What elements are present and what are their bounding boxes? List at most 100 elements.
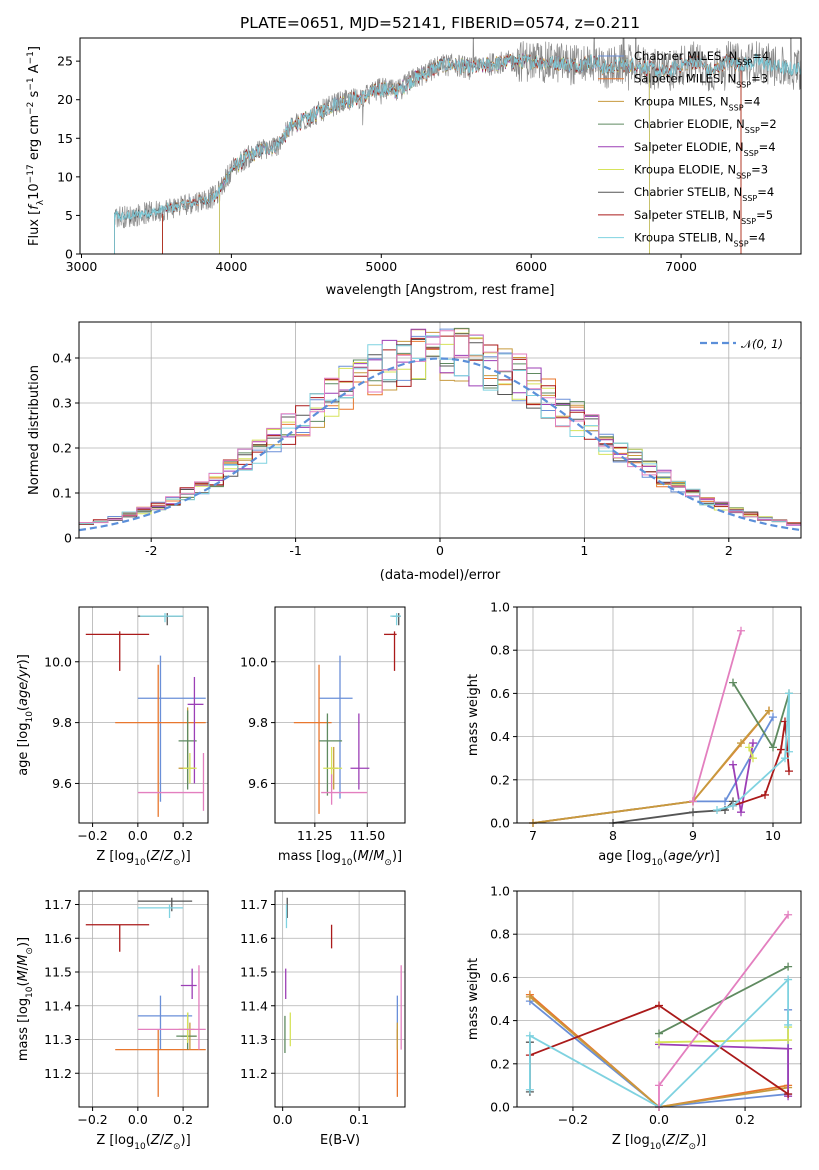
x-tick-label: 0.2 (173, 1112, 193, 1127)
label-part: Z [log (612, 1133, 650, 1148)
axes-mass_weight_vs_age: 7 8 9 10 0.0 0.2 0.4 0.6 0.8 1.0 (490, 600, 802, 843)
x-tick-label: 10 (765, 828, 781, 843)
y-tick-label: 0 (64, 531, 72, 546)
legend-label-part: SSP (736, 171, 751, 180)
label-part: 10 (134, 858, 146, 868)
mass-weight-line (532, 710, 770, 824)
mass-weight-point (525, 992, 534, 1001)
x-tick-label: 1 (580, 543, 588, 558)
y-tick-label: 10 (57, 169, 73, 184)
y-tick-label: 10.0 (240, 654, 268, 669)
model-spectrum-line (219, 53, 650, 254)
legend-label-part: Chabrier ELODIE, N (634, 117, 745, 131)
x-tick-label: −0.2 (558, 1112, 588, 1127)
y-tick-label: 0.0 (490, 816, 510, 831)
x-tick-label: 7 (529, 828, 537, 843)
mass-weight-point (785, 747, 793, 756)
label-part: / (369, 849, 374, 864)
label-part: Flux [ (27, 210, 42, 246)
x-tick-label: 7000 (665, 259, 697, 274)
label-part: 10 (341, 858, 353, 868)
label-part: 10 (651, 858, 663, 868)
label-part: 10 (25, 711, 35, 723)
x-tick-label: 2 (725, 543, 733, 558)
x-tick-label: 8 (609, 828, 617, 843)
mass-weight-point (769, 713, 777, 722)
label-part: f (27, 203, 42, 210)
label-part: erg cm (27, 115, 42, 164)
axes-frame (78, 606, 209, 824)
x-tick-label: 4000 (215, 259, 247, 274)
y-tick-label: 0.8 (490, 643, 510, 658)
mass-weight-point (777, 745, 785, 754)
label-part: )] (710, 849, 720, 864)
legend-label: Salpeter ELODIE, NSSP=4 (634, 140, 776, 158)
legend-label-part: Chabrier STELIB, N (634, 185, 742, 199)
mass-weight-point (729, 801, 737, 810)
spectrum-legend: Chabrier MILES, N SSP =4 Salpeter MILES, NS… (598, 49, 777, 248)
label-part: age/yr (668, 849, 711, 864)
legend-label-part: Kroupa ELODIE, N (634, 163, 736, 177)
y-axis-label: mass weight (466, 958, 481, 1040)
legend-label-part: SSP (744, 148, 759, 157)
legend-label: Salpeter MILES, NSSP=3 (634, 72, 768, 90)
y-tick-label: 5 (65, 208, 73, 223)
legend-label: Kroupa MILES, NSSP=4 (634, 94, 760, 112)
y-tick-label: 20 (57, 92, 73, 107)
mass-weight-point (784, 1090, 793, 1099)
chart-title: PLATE=0651, MJD=52141, FIBERID=0574, z=0… (240, 14, 640, 32)
y-tick-label: 0.4 (490, 1013, 510, 1028)
mass-weight-point (765, 706, 773, 715)
mass-weight-point (761, 790, 769, 799)
y-tick-label: 0.0 (490, 1100, 510, 1115)
label-part: ( (661, 1133, 666, 1148)
label-part: Z (150, 1133, 161, 1148)
mass-weight-point (655, 1001, 663, 1010)
mass-weight-point (784, 1020, 793, 1029)
label-part: −1 (26, 51, 36, 64)
label-part: M (358, 849, 369, 864)
label-part: −1 (26, 77, 36, 90)
x-axis-label: Z [log10(Z/Z⊙)] (96, 849, 190, 868)
legend-label-part: Kroupa MILES, N (634, 94, 729, 108)
mass-weight-point (729, 678, 737, 687)
label-part: ⊙ (173, 858, 181, 868)
x-tick-label: 0.0 (128, 828, 148, 843)
legend-label-part: =5 (756, 208, 773, 222)
y-tick-label: 11.5 (240, 965, 268, 980)
mass-weight-point (689, 808, 697, 817)
axes-frame (78, 321, 802, 539)
mass-weight-point (655, 1029, 663, 1038)
label-part: −17 (26, 164, 36, 183)
label-part: M (16, 955, 31, 966)
legend-label-part: Kroupa STELIB, N (634, 231, 734, 245)
legend-label-part: =4 (752, 49, 769, 63)
legend-label-part: Chabrier MILES, N (634, 49, 737, 63)
label-part: mass [log (16, 998, 31, 1061)
x-tick-label: 5000 (365, 259, 397, 274)
y-tick-label: 0.6 (490, 970, 510, 985)
legend-label: Chabrier STELIB, NSSP=4 (634, 185, 774, 203)
axes-frame (516, 606, 802, 824)
y-tick-label: 11.2 (44, 1066, 72, 1081)
mass-weight-point (749, 754, 757, 763)
mass-weight-line (732, 721, 790, 807)
label-part: Z (665, 1133, 676, 1148)
y-tick-label: 0.4 (490, 729, 510, 744)
x-axis-label: age [log10(age/yr)] (598, 849, 720, 868)
x-tick-label: −0.2 (77, 1112, 107, 1127)
mass-weight-point (737, 739, 745, 748)
label-part: 10 (25, 986, 35, 998)
legend-label: Chabrier ELODIE, NSSP=2 (634, 117, 777, 135)
axes-mass_weight_vs_Z: −0.2 0.0 0.2 0.0 0.2 0.4 0.6 0.8 1.0 (490, 884, 802, 1127)
x-tick-label: 0.0 (128, 1112, 148, 1127)
mass-weight-point (689, 797, 697, 806)
legend-label-normal: 𝒩(0, 1) (741, 337, 783, 351)
label-part: ( (16, 981, 31, 986)
legend-label-part: =3 (751, 163, 768, 177)
mass-weight-line (748, 747, 754, 759)
mass-weight-line (658, 1027, 789, 1044)
label-part: M (16, 970, 31, 981)
legend-label-part: Salpeter STELIB, N (634, 208, 741, 222)
label-part: mass [log (278, 849, 341, 864)
